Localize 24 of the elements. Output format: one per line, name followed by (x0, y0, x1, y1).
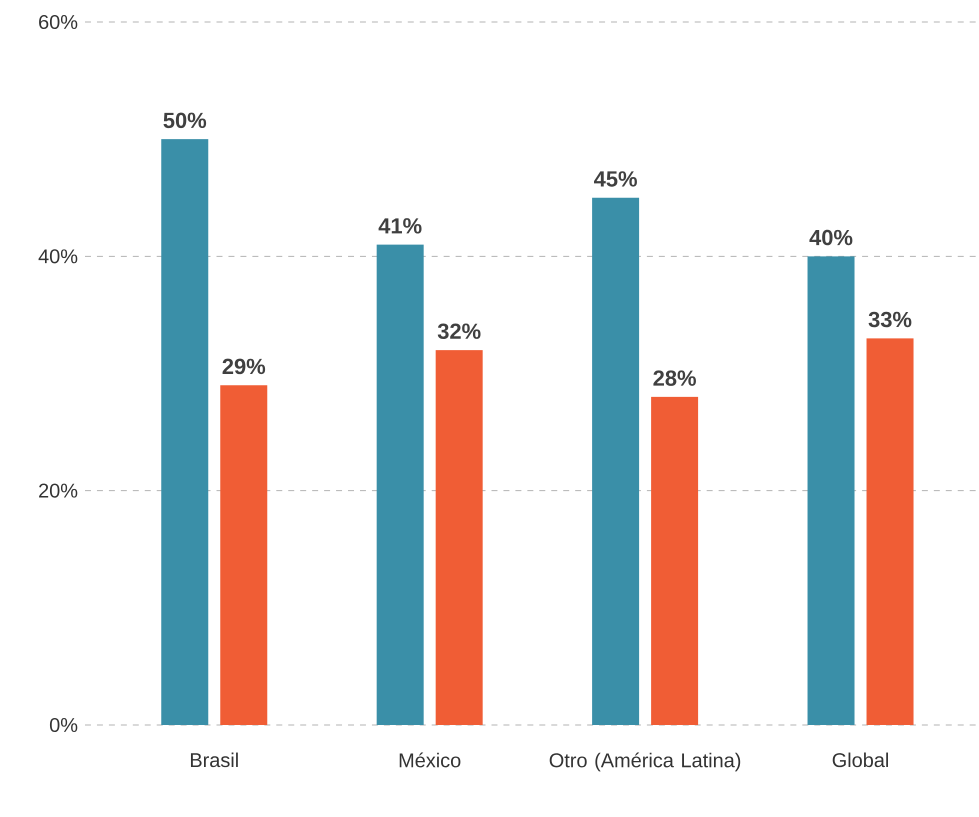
bar (651, 396, 698, 725)
data-label: 45% (594, 171, 637, 187)
bar (161, 139, 208, 725)
x-tick-label: México (400, 752, 460, 768)
data-label: 29% (222, 358, 266, 374)
y-tick-label: 0% (50, 718, 78, 732)
bar (436, 350, 483, 725)
data-label: 50% (164, 112, 206, 128)
data-label: 32% (438, 323, 481, 340)
bar (220, 385, 268, 725)
bar (866, 338, 914, 725)
y-tick-label: 40% (38, 249, 78, 264)
data-label: 33% (868, 312, 912, 328)
x-tick-label: Brasil (190, 752, 238, 768)
x-tick-label: Otro (América Latina) (550, 752, 740, 772)
data-label: 41% (378, 218, 422, 234)
bar (592, 198, 640, 725)
data-label: 28% (653, 370, 696, 386)
bar (376, 244, 424, 725)
data-label: 40% (809, 230, 852, 246)
y-tick-label: 60% (39, 14, 78, 30)
y-tick-label: 20% (39, 484, 78, 498)
bar (808, 256, 855, 725)
x-tick-label: Global (832, 752, 888, 768)
